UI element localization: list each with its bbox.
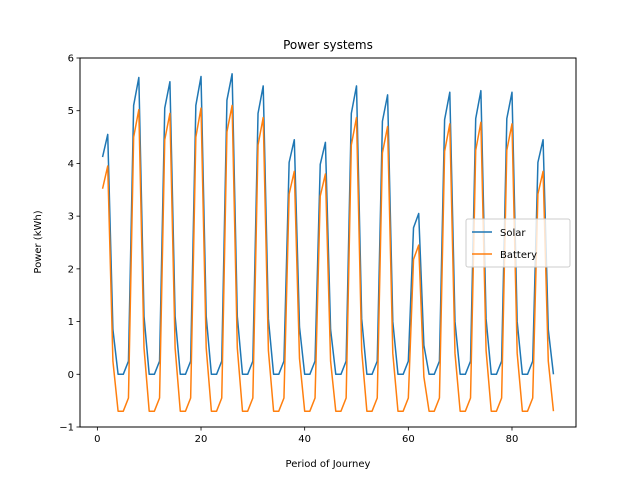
y-tick-label: 0: [68, 370, 74, 381]
series-line-solar: [101, 73, 555, 376]
y-tick-label: 4: [68, 159, 74, 170]
legend-label-battery: Battery: [500, 250, 537, 261]
y-tick-label: −1: [59, 423, 74, 434]
x-axis-label: Period of Journey: [286, 459, 371, 470]
legend-frame: [465, 218, 571, 268]
x-axis-ticks: 0 20 40 60 80: [94, 427, 518, 445]
plot-area: [101, 73, 555, 412]
y-tick-label: 1: [68, 317, 74, 328]
axes-frame: [79, 57, 577, 428]
y-tick-label: 6: [68, 54, 74, 65]
x-tick-label: 60: [402, 434, 415, 445]
legend-label-solar: Solar: [500, 228, 526, 239]
y-axis-label: Power (kWh): [33, 210, 44, 273]
x-tick-label: 80: [506, 434, 519, 445]
chart-title: Power systems: [283, 38, 373, 52]
x-tick-label: 20: [195, 434, 208, 445]
x-tick-label: 40: [298, 434, 311, 445]
y-tick-label: 5: [68, 106, 74, 117]
y-axis-ticks: −1 0 1 2 3 4 5 6: [59, 54, 80, 434]
y-tick-label: 3: [68, 212, 74, 223]
series-line-battery: [101, 104, 555, 412]
legend: Solar Battery: [465, 218, 571, 268]
y-tick-label: 2: [68, 264, 74, 275]
x-tick-label: 0: [94, 434, 100, 445]
